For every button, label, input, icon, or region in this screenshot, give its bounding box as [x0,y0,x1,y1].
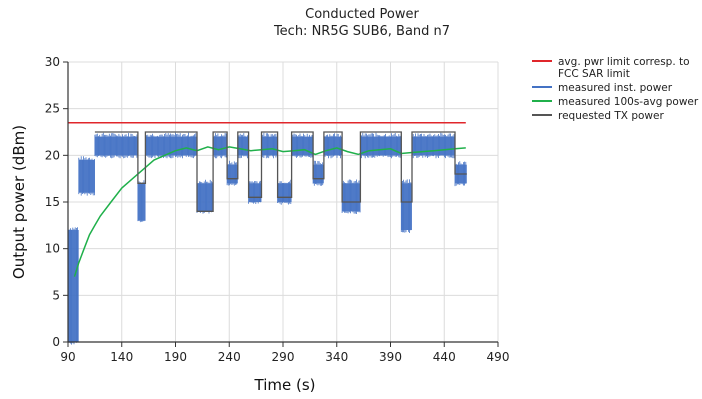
series-1 [67,132,467,345]
x-tick-label: 240 [218,350,241,364]
legend-label: measured 100s-avg power [558,96,699,108]
x-tick-label: 440 [433,350,456,364]
series-3 [94,131,467,212]
x-tick-label: 140 [110,350,133,364]
x-tick-label: 290 [272,350,295,364]
inst-power-noise [360,132,402,159]
x-tick-label: 490 [487,350,510,364]
inst-power-noise [137,180,146,223]
inst-power-noise [67,227,78,345]
x-tick-label: 90 [60,350,75,364]
inst-power-band [237,136,249,156]
x-axis-label: Time (s) [254,376,316,394]
legend: avg. pwr limit corresp. to FCC SAR limit m… [532,56,699,122]
x-tick-label: 190 [164,350,187,364]
requested-tx-line [94,131,467,212]
legend-label: measured inst. power [558,82,673,94]
y-axis-label: Output power (dBm) [10,125,28,279]
inst-power-band [313,164,324,184]
y-tick-label: 5 [52,288,60,302]
y-tick-label: 15 [45,195,60,209]
inst-power-noise [226,160,238,186]
inst-power-noise [400,179,412,233]
tick-labels: 90 140 190 240 290 340 390 440 490 0 5 10 15 20 25 30 [45,55,510,364]
chart-title: Conducted Power [305,7,419,22]
inst-power-band [227,164,238,184]
inst-power-noise [94,132,138,159]
y-tick-label: 10 [45,242,60,256]
y-tick-label: 0 [52,335,60,349]
chart-subtitle: Tech: NR5G SUB6, Band n7 [273,24,450,39]
inst-power-noise [78,156,95,196]
inst-power-noise [237,133,248,159]
legend-label: requested TX power [558,110,664,122]
series-2 [73,146,466,277]
x-tick-label: 340 [325,350,348,364]
axes [63,61,499,347]
avg-power-line [73,146,466,277]
inst-power-noise [312,160,324,186]
x-tick-label: 390 [379,350,402,364]
inst-power-band [68,230,79,342]
inst-power-band [401,183,412,230]
y-tick-label: 25 [45,102,60,116]
y-tick-label: 30 [45,55,60,69]
legend-label: avg. pwr limit corresp. to FCC SAR limit [558,56,690,80]
y-tick-label: 20 [45,148,60,162]
plot-area [67,121,467,345]
